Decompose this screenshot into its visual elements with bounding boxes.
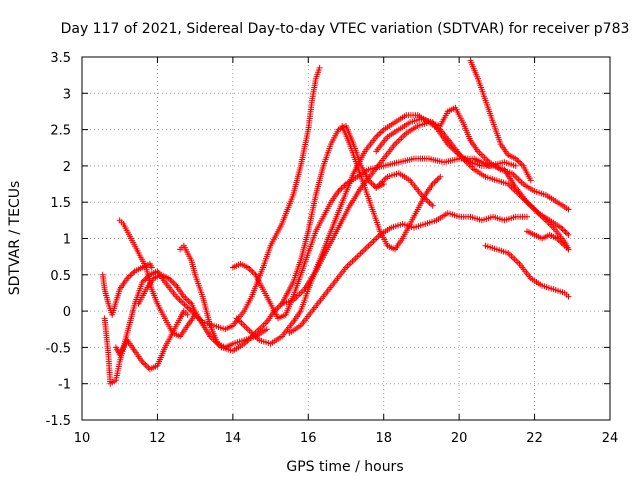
data-point <box>524 213 530 220</box>
x-tick-label: 14 <box>225 431 242 446</box>
y-axis: -1.5 -1 -0.5 0 0.5 1 1.5 2 2.5 3 3.5 <box>46 51 610 429</box>
data-point <box>565 293 572 300</box>
y-tick-label: 2 <box>63 160 71 175</box>
x-tick-label: 18 <box>375 431 392 446</box>
series-arc-4 <box>112 308 191 373</box>
y-tick-label: 1 <box>63 233 71 248</box>
y-tick-label: -1 <box>58 378 71 393</box>
data-point <box>263 326 270 333</box>
y-tick-label: 1.5 <box>50 196 71 211</box>
y-tick-label: 3 <box>63 87 71 102</box>
series-arc-15 <box>482 242 572 300</box>
y-axis-label: SDTVAR / TECUs <box>7 181 23 296</box>
chart-title: Day 117 of 2021, Sidereal Day-to-day VTE… <box>61 21 630 37</box>
y-tick-label: 2.5 <box>50 124 71 139</box>
data-markers <box>99 57 572 387</box>
y-tick-label: 3.5 <box>50 51 71 66</box>
x-tick-label: 22 <box>526 431 543 446</box>
data-point <box>565 206 572 213</box>
data-point <box>512 162 519 169</box>
data-point <box>527 177 534 184</box>
x-tick-label: 24 <box>602 431 619 446</box>
y-tick-label: -1.5 <box>46 414 71 429</box>
series-arc-14 <box>467 57 534 184</box>
data-point <box>429 202 436 209</box>
x-tick-label: 16 <box>300 431 317 446</box>
series-arc-16 <box>524 228 572 253</box>
x-tick-label: 20 <box>451 431 468 446</box>
x-axis: 10 12 14 16 18 20 22 24 <box>74 57 619 446</box>
data-point <box>148 264 155 271</box>
data-point <box>184 311 191 318</box>
x-tick-label: 10 <box>74 431 91 446</box>
series-arc-7 <box>229 155 519 322</box>
data-point <box>565 231 572 238</box>
series-arc-6 <box>177 242 270 351</box>
series-arc-3 <box>116 217 199 340</box>
series-arc-11 <box>339 123 444 253</box>
y-tick-label: 0 <box>63 305 71 320</box>
x-axis-label: GPS time / hours <box>286 459 403 475</box>
series-arc-13 <box>373 115 572 238</box>
series-arc-12 <box>373 170 436 209</box>
data-point <box>316 64 323 71</box>
y-tick-label: 0.5 <box>50 269 71 284</box>
data-point <box>437 173 444 180</box>
series-arc-2 <box>99 260 155 318</box>
data-point <box>565 246 572 253</box>
y-tick-label: -0.5 <box>46 341 71 356</box>
x-tick-label: 12 <box>149 431 166 446</box>
